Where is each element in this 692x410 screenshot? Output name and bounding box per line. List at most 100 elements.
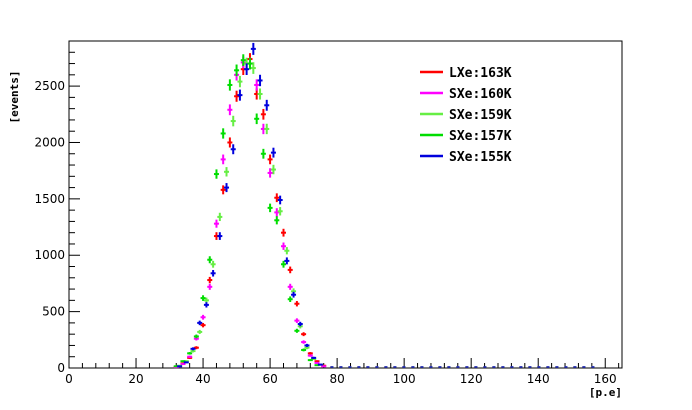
data-point [177, 365, 183, 368]
series-4 [173, 54, 599, 368]
data-point [314, 360, 320, 363]
x-tick-label: 120 [460, 372, 483, 386]
y-axis: 0 500 1000 1500 2000 2500 [34, 40, 80, 375]
data-point [317, 363, 323, 366]
data-point [264, 123, 270, 135]
data-point [301, 340, 307, 344]
data-point [230, 144, 236, 155]
data-point [257, 74, 263, 87]
data-point [193, 346, 199, 350]
x-tick-label: 140 [527, 372, 550, 386]
data-point [280, 260, 286, 268]
data-point [234, 64, 240, 77]
data-point [287, 266, 293, 274]
data-point [314, 361, 320, 364]
data-point [270, 147, 276, 158]
data-point [294, 301, 300, 307]
data-point [244, 63, 250, 75]
data-point [254, 79, 260, 91]
y-axis-title: [events] [8, 71, 21, 124]
data-point [294, 328, 300, 333]
data-point [183, 361, 189, 364]
legend: LXe:163K SXe:160K SXe:159K SXe:157K SXe:155K [420, 66, 512, 165]
data-point [197, 320, 203, 326]
data-point [237, 89, 243, 101]
data-point [297, 321, 303, 327]
data-point [277, 207, 283, 216]
x-tick-label: 160 [594, 372, 617, 386]
data-point [304, 343, 310, 348]
data-point [257, 88, 263, 100]
y-tick-label: 500 [42, 305, 65, 319]
series-3 [177, 57, 599, 368]
data-point [227, 104, 233, 116]
legend-label: SXe:159K [449, 108, 512, 123]
data-point [247, 57, 253, 70]
data-point [287, 296, 293, 303]
data-point [220, 154, 226, 165]
data-point [237, 75, 243, 88]
data-point [274, 193, 280, 203]
y-tick-label: 2000 [34, 135, 65, 149]
data-point [207, 283, 213, 290]
data-point [224, 183, 230, 193]
data-point [203, 302, 209, 308]
data-point [267, 203, 273, 213]
data-point [180, 363, 186, 366]
data-point [217, 232, 223, 240]
series-layer [173, 42, 599, 369]
data-point [274, 208, 280, 217]
data-point [274, 216, 280, 225]
legend-label: SXe:155K [449, 150, 512, 165]
series-1 [173, 53, 599, 368]
data-point [200, 314, 206, 320]
legend-label: SXe:157K [449, 129, 512, 144]
x-tick-label: 60 [262, 372, 277, 386]
data-point [254, 113, 260, 125]
data-point [213, 169, 219, 179]
data-point [280, 242, 286, 250]
legend-item: SXe:160K [420, 87, 512, 102]
data-point [294, 318, 300, 323]
data-point [234, 90, 240, 102]
data-point [217, 212, 223, 222]
y-tick-label: 2500 [34, 79, 65, 93]
data-point [193, 334, 199, 339]
x-tick-label: 0 [65, 372, 73, 386]
data-point [264, 99, 270, 111]
data-point [207, 276, 213, 284]
legend-item: SXe:155K [420, 150, 512, 165]
data-point [227, 79, 233, 91]
data-point [284, 247, 290, 255]
data-point [240, 54, 246, 67]
legend-item: SXe:159K [420, 108, 512, 123]
data-point [220, 185, 226, 195]
x-tick-label: 100 [393, 372, 416, 386]
y-tick-label: 1000 [34, 248, 65, 262]
data-point [267, 154, 273, 165]
series-5 [177, 42, 599, 368]
data-point [311, 356, 317, 359]
data-point [210, 270, 216, 277]
y-tick-label: 1500 [34, 192, 65, 206]
data-point [250, 62, 256, 74]
x-axis: 0 20 40 60 80 100 120 140 160 [65, 358, 620, 386]
data-point [277, 195, 283, 205]
data-point [224, 167, 230, 177]
data-point [200, 295, 206, 301]
legend-item: SXe:157K [420, 129, 512, 144]
x-tick-label: 80 [329, 372, 344, 386]
data-point [267, 168, 273, 178]
x-tick-label: 20 [128, 372, 143, 386]
data-point [227, 137, 233, 148]
data-point [260, 148, 266, 159]
x-axis-title: [p.e] [589, 386, 622, 399]
data-point [213, 219, 219, 228]
data-point [307, 352, 313, 355]
data-point [270, 164, 276, 175]
data-point [301, 332, 307, 337]
data-point [220, 128, 226, 139]
data-point [307, 354, 313, 357]
series-2 [173, 56, 599, 369]
